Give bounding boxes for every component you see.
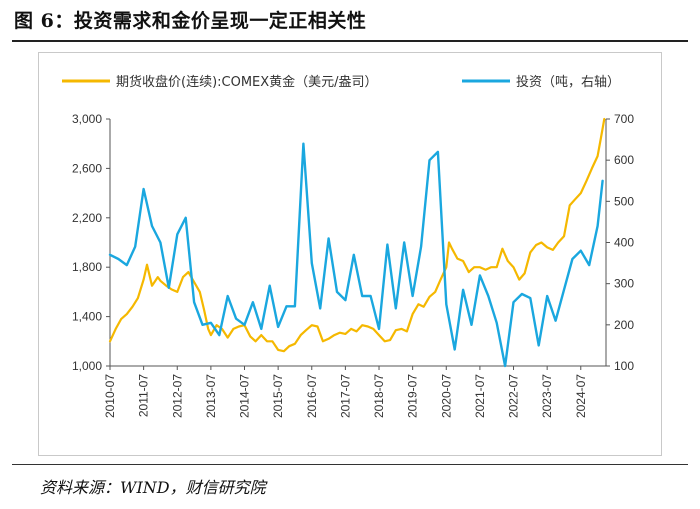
y-left-tick-label: 3,000 [72,112,102,126]
x-tick-label: 2023-07 [540,374,554,418]
x-tick-label: 2017-07 [338,374,352,418]
y-left-tick-label: 1,800 [72,260,102,274]
x-tick-label: 2010-07 [103,374,117,418]
axes: 1,000 1,400 1,800 2,200 2,600 3,000 100 200 300 4… [72,112,634,418]
x-tick-label: 2016-07 [305,374,319,418]
x-tick-label: 2022-07 [507,374,521,418]
series-line-gold-price [108,117,606,353]
y-right-tick-label: 100 [614,359,634,373]
y-left-tick-label: 1,000 [72,359,102,373]
x-tick-label: 2020-07 [439,374,453,418]
series-layer [108,117,606,368]
x-tick-label: 2012-07 [170,374,184,418]
y-right-tick-label: 600 [614,153,634,167]
source-divider [12,464,688,465]
chart-frame [38,52,662,456]
figure-title: 图 6：投资需求和金价呈现一定正相关性 [14,10,367,32]
y-right-tick-label: 200 [614,318,634,332]
legend-investment-label: 投资（吨，右轴） [516,74,620,90]
y-left-tick-label: 2,600 [72,161,102,175]
y-right-tick-label: 400 [614,236,634,250]
title-divider [12,40,688,42]
legend-gold-label: 期货收盘价(连续):COMEX黄金（美元/盎司） [116,74,378,90]
x-tick-label: 2021-07 [473,374,487,418]
series-line-investment [108,142,604,368]
x-tick-label: 2013-07 [204,374,218,418]
x-tick-label: 2018-07 [372,374,386,418]
y-right-tick-label: 500 [614,194,634,208]
x-tick-label: 2011-07 [137,374,151,417]
y-right-tick-label: 700 [614,112,634,126]
y-right-tick-label: 300 [614,277,634,291]
legend: 期货收盘价(连续):COMEX黄金（美元/盎司） 投资（吨，右轴） [62,74,620,90]
x-tick-label: 2014-07 [238,374,252,418]
source-note: 资料来源：WIND，财信研究院 [40,478,266,497]
x-tick-label: 2024-07 [574,374,588,418]
y-left-tick-label: 2,200 [72,211,102,225]
x-tick-label: 2015-07 [271,374,285,418]
y-left-tick-label: 1,400 [72,310,102,324]
x-tick-label: 2019-07 [406,374,420,418]
